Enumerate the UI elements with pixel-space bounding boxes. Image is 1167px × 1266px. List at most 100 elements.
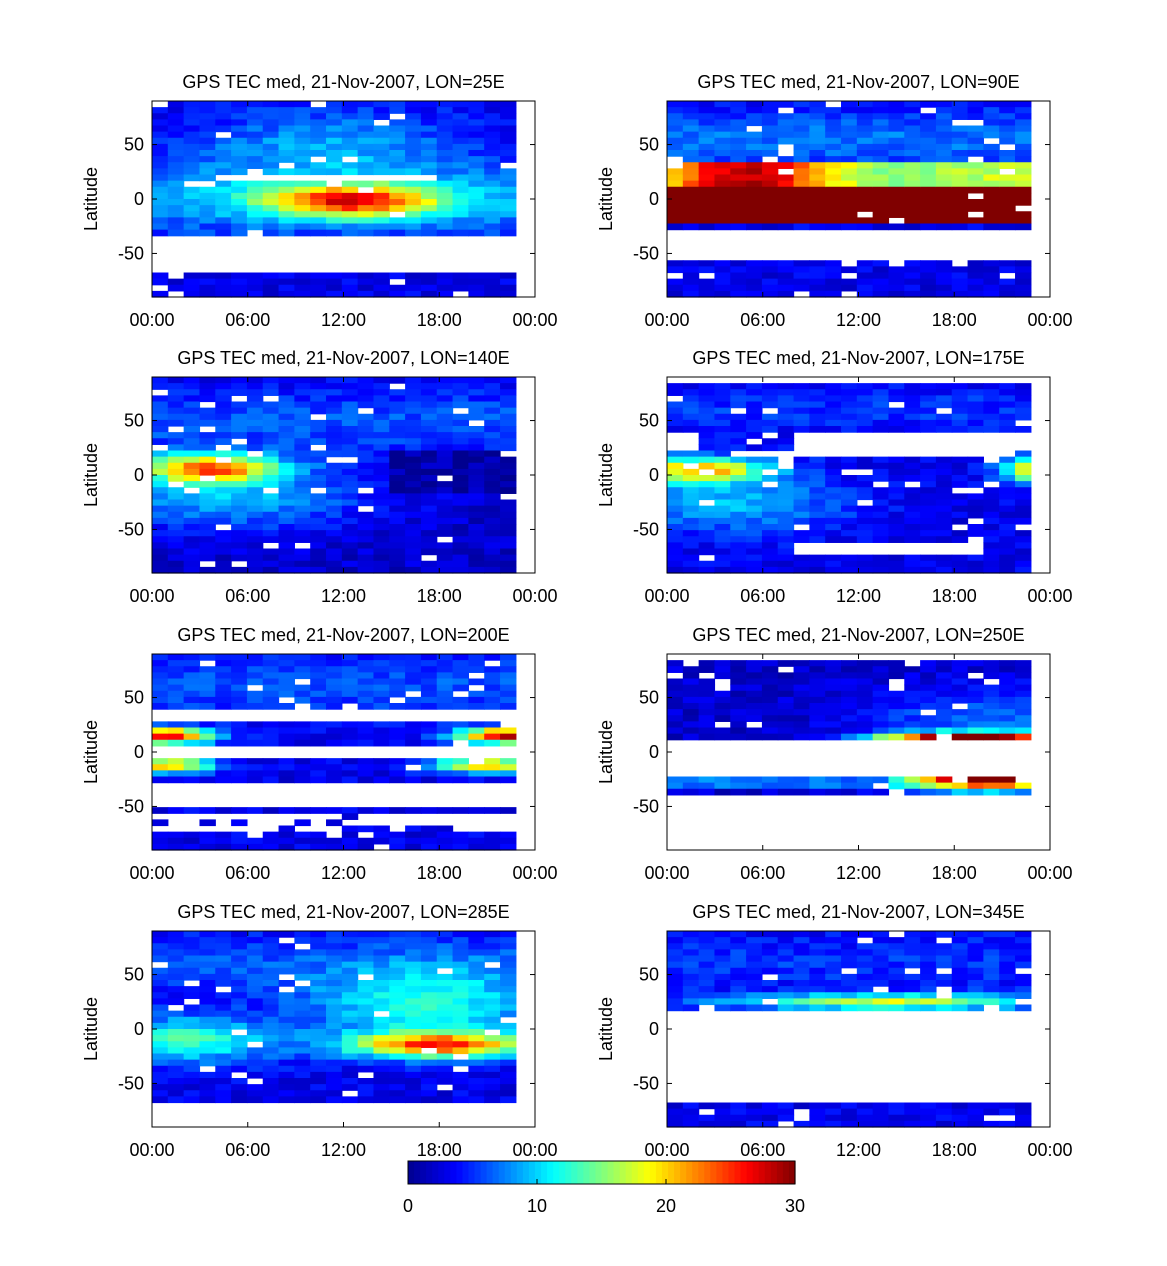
heatmap-cell: [183, 770, 201, 778]
heatmap-cell: [698, 660, 716, 667]
heatmap-cell: [452, 419, 469, 427]
heatmap-cell: [809, 199, 826, 206]
heatmap-cell: [341, 1010, 359, 1018]
heatmap-cell: [341, 162, 359, 169]
heatmap-cell: [698, 162, 716, 169]
heatmap-cell: [809, 468, 826, 476]
heatmap-cell: [420, 1022, 438, 1030]
heatmap-cell: [215, 475, 232, 482]
heatmap-cell: [215, 1041, 232, 1048]
heatmap-cell: [935, 217, 953, 225]
heatmap-cell: [920, 1102, 937, 1110]
heatmap-cell: [199, 462, 216, 470]
heatmap-cell: [841, 383, 858, 390]
y-tick-label: 50: [124, 135, 144, 155]
heatmap-cell: [714, 1004, 731, 1012]
heatmap-cell: [825, 709, 842, 716]
colorbar-segment: [619, 1161, 627, 1184]
heatmap-cell: [341, 807, 359, 814]
heatmap-cell: [420, 992, 438, 999]
heatmap-cell: [809, 217, 826, 225]
heatmap-cell: [920, 1120, 937, 1128]
heatmap-cell: [262, 937, 280, 944]
heatmap-cell: [468, 475, 485, 482]
heatmap-cell: [183, 223, 201, 231]
heatmap-cell: [951, 389, 969, 396]
heatmap-cell: [983, 955, 1000, 963]
heatmap-cell: [730, 690, 747, 698]
heatmap-cell: [152, 272, 169, 280]
heatmap-cell: [761, 1114, 779, 1122]
heatmap-cell: [310, 162, 327, 169]
heatmap-cell: [761, 131, 779, 139]
heatmap-cell: [809, 125, 826, 133]
heatmap-cell: [452, 199, 469, 206]
heatmap-cell: [777, 119, 795, 127]
heatmap-cell: [152, 1029, 169, 1036]
heatmap-cell: [730, 413, 747, 421]
heatmap-cell: [278, 943, 295, 950]
heatmap-cell: [373, 395, 390, 403]
heatmap-cell: [341, 1004, 359, 1012]
heatmap-cell: [468, 223, 485, 231]
heatmap-cell: [888, 426, 905, 433]
heatmap-cell: [967, 284, 984, 292]
heatmap-cell: [436, 831, 454, 839]
heatmap-cell: [357, 721, 375, 729]
heatmap-cell: [904, 395, 921, 403]
heatmap-cell: [341, 1035, 359, 1042]
heatmap-cell: [967, 703, 984, 710]
heatmap-cell: [452, 217, 469, 225]
heatmap-cell: [183, 654, 201, 661]
heatmap-cell: [484, 837, 501, 845]
heatmap-cell: [468, 401, 485, 409]
heatmap-cell: [920, 961, 937, 969]
heatmap-cell: [183, 475, 201, 482]
heatmap-cell: [841, 943, 858, 950]
heatmap-cell: [231, 186, 248, 194]
heatmap-cell: [698, 438, 716, 445]
heatmap-cell: [294, 1022, 311, 1030]
heatmap-cell: [246, 992, 264, 999]
heatmap-cell: [999, 113, 1016, 120]
heatmap-cell: [373, 1053, 390, 1061]
heatmap-cell: [294, 101, 311, 108]
heatmap-cell: [825, 192, 842, 200]
heatmap-cell: [730, 931, 747, 938]
heatmap-cell: [967, 566, 984, 574]
heatmap-cell: [484, 843, 501, 851]
heatmap-cell: [389, 831, 406, 839]
heatmap-cell: [326, 1010, 343, 1018]
heatmap-cell: [341, 548, 359, 556]
heatmap-cell: [246, 703, 264, 710]
heatmap-cell: [793, 511, 810, 519]
heatmap-cell: [167, 383, 185, 390]
heatmap-cell: [452, 961, 469, 969]
heatmap-cell: [935, 401, 953, 409]
heatmap-cell: [999, 980, 1016, 987]
y-tick-label: -50: [118, 1073, 144, 1093]
heatmap-cell: [920, 426, 937, 433]
heatmap-cell: [698, 143, 716, 151]
heatmap-cell: [1015, 487, 1032, 494]
heatmap-cell: [761, 137, 779, 145]
heatmap-cell: [983, 174, 1000, 182]
heatmap-cell: [825, 119, 842, 127]
heatmap-cell: [809, 475, 826, 482]
heatmap-cell: [373, 727, 390, 735]
heatmap-cell: [405, 678, 422, 686]
heatmap-cell: [357, 672, 375, 680]
heatmap-cell: [294, 837, 311, 845]
y-tick-label: -50: [633, 1073, 659, 1093]
heatmap-cell: [793, 937, 810, 944]
x-tick-label: 12:00: [836, 1140, 881, 1160]
heatmap-cell: [452, 205, 469, 212]
heatmap-cell: [698, 536, 716, 543]
x-tick-label: 00:00: [129, 863, 174, 883]
heatmap-cell: [888, 1114, 905, 1122]
heatmap-cell: [682, 401, 700, 409]
heatmap-cell: [452, 1078, 469, 1085]
heatmap-cell: [215, 1016, 232, 1024]
heatmap-cell: [793, 505, 810, 513]
heatmap-cell: [215, 517, 232, 525]
